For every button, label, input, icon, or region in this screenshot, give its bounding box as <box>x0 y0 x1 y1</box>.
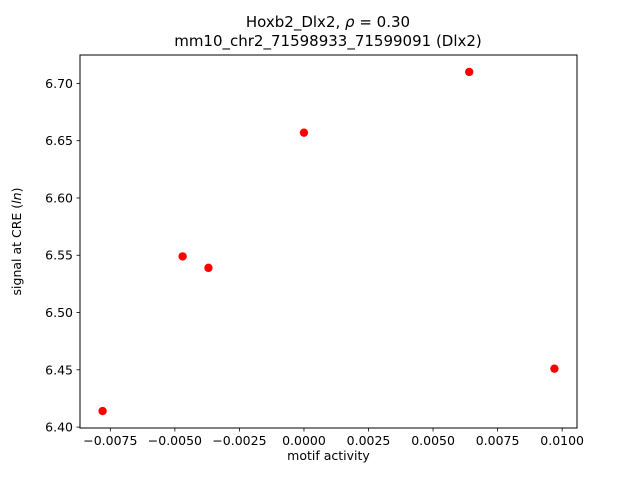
x-tick-label: 0.0100 <box>540 433 584 448</box>
y-tick-label: 6.50 <box>45 305 73 320</box>
data-point <box>98 406 107 416</box>
y-tick-label: 6.65 <box>45 133 73 148</box>
plot-title-line1: Hoxb2_Dlx2, ρ = 0.30 <box>246 13 410 32</box>
x-tick-label: 0.0075 <box>476 433 520 448</box>
x-tick-label: 0.0000 <box>282 433 326 448</box>
y-tick-label: 6.40 <box>45 420 73 435</box>
y-tick-label: 6.70 <box>45 76 73 91</box>
x-axis-ticks: −0.0075 −0.0050 −0.0025 0.0000 0.0025 0.0050 0… <box>83 428 584 448</box>
x-tick-label: 0.0050 <box>411 433 455 448</box>
data-point <box>550 364 559 373</box>
y-axis-ticks: 6.40 6.45 6.50 6.55 6.60 6.65 6.70 <box>45 76 80 435</box>
data-point <box>178 252 187 261</box>
plot-title-line2: mm10_chr2_71598933_71599091 (Dlx2) <box>174 32 482 51</box>
plot-border <box>79 54 578 429</box>
x-tick-label: −0.0050 <box>148 433 202 448</box>
y-axis-label: signal at CRE (ln) <box>9 188 24 296</box>
y-tick-label: 6.60 <box>45 190 73 205</box>
data-point <box>204 263 213 273</box>
data-point <box>465 67 474 77</box>
data-points <box>98 67 559 416</box>
data-point <box>299 128 309 137</box>
x-tick-label: −0.0075 <box>83 433 137 448</box>
x-tick-label: −0.0025 <box>212 433 266 448</box>
y-tick-label: 6.45 <box>45 362 73 377</box>
x-tick-label: 0.0025 <box>347 433 391 448</box>
x-axis-label: motif activity <box>287 448 370 463</box>
y-tick-label: 6.55 <box>45 248 73 263</box>
